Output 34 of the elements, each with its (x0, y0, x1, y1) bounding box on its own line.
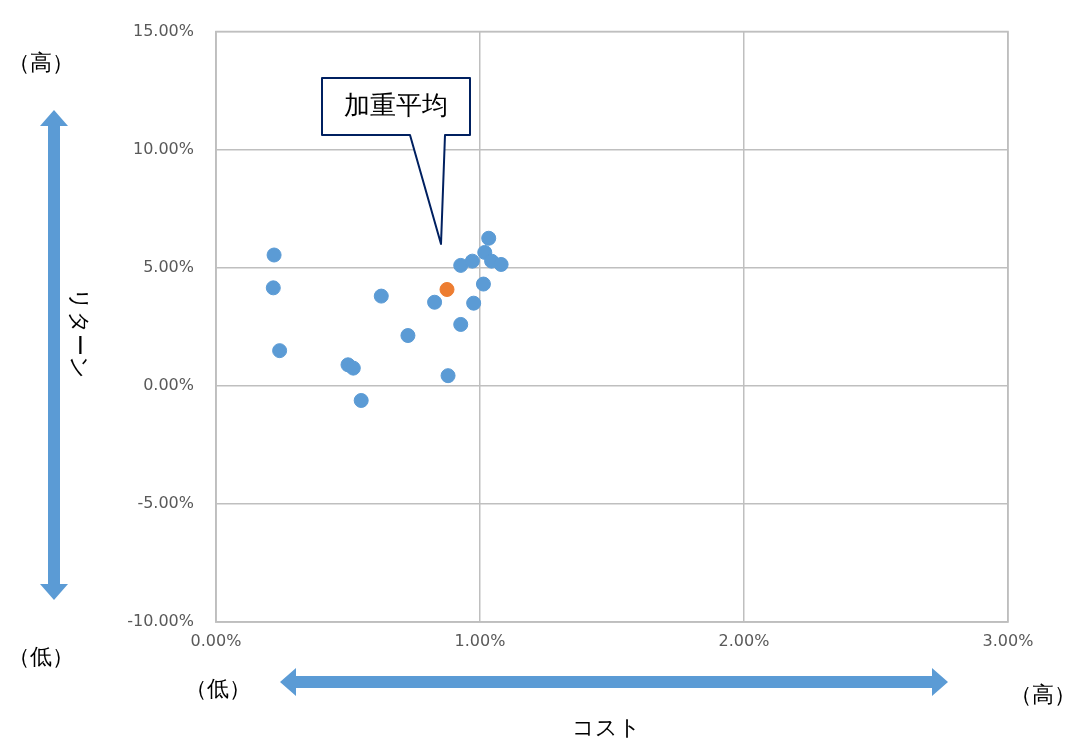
x-tick-label: 2.00% (718, 630, 770, 650)
text: （高） (1010, 681, 1065, 709)
point (266, 247, 282, 263)
text: （高） (8, 49, 74, 77)
point (493, 256, 509, 272)
point (353, 392, 369, 408)
text: （低） (8, 643, 74, 671)
point (481, 230, 497, 246)
x-axis-title: コスト (572, 714, 641, 740)
x-tick-label: 3.00% (982, 630, 1034, 650)
y-tick-label: 5.00% (143, 256, 194, 276)
point (439, 281, 455, 297)
x-tick-label: 0.00% (190, 630, 242, 650)
point (453, 316, 469, 332)
y-tick-label: 0.00% (143, 375, 194, 394)
point (453, 257, 469, 273)
point (464, 253, 480, 269)
y-axis-title: リターン (66, 288, 93, 379)
y-tick-label: 10.00% (132, 138, 194, 158)
text: （低） (185, 675, 251, 703)
point (466, 295, 482, 311)
point (345, 360, 361, 376)
point (265, 280, 281, 296)
y-tick-label: -5.00% (137, 493, 194, 513)
point (427, 294, 443, 310)
point (272, 343, 288, 359)
point (373, 288, 389, 304)
point (440, 368, 456, 384)
x-tick-label: 1.00% (454, 630, 506, 650)
point (400, 328, 416, 344)
point (475, 276, 491, 292)
y-tick-label: -10.00% (127, 611, 194, 631)
annotation: 加重平均 (344, 90, 448, 121)
y-tick-label: 15.00% (132, 20, 194, 40)
